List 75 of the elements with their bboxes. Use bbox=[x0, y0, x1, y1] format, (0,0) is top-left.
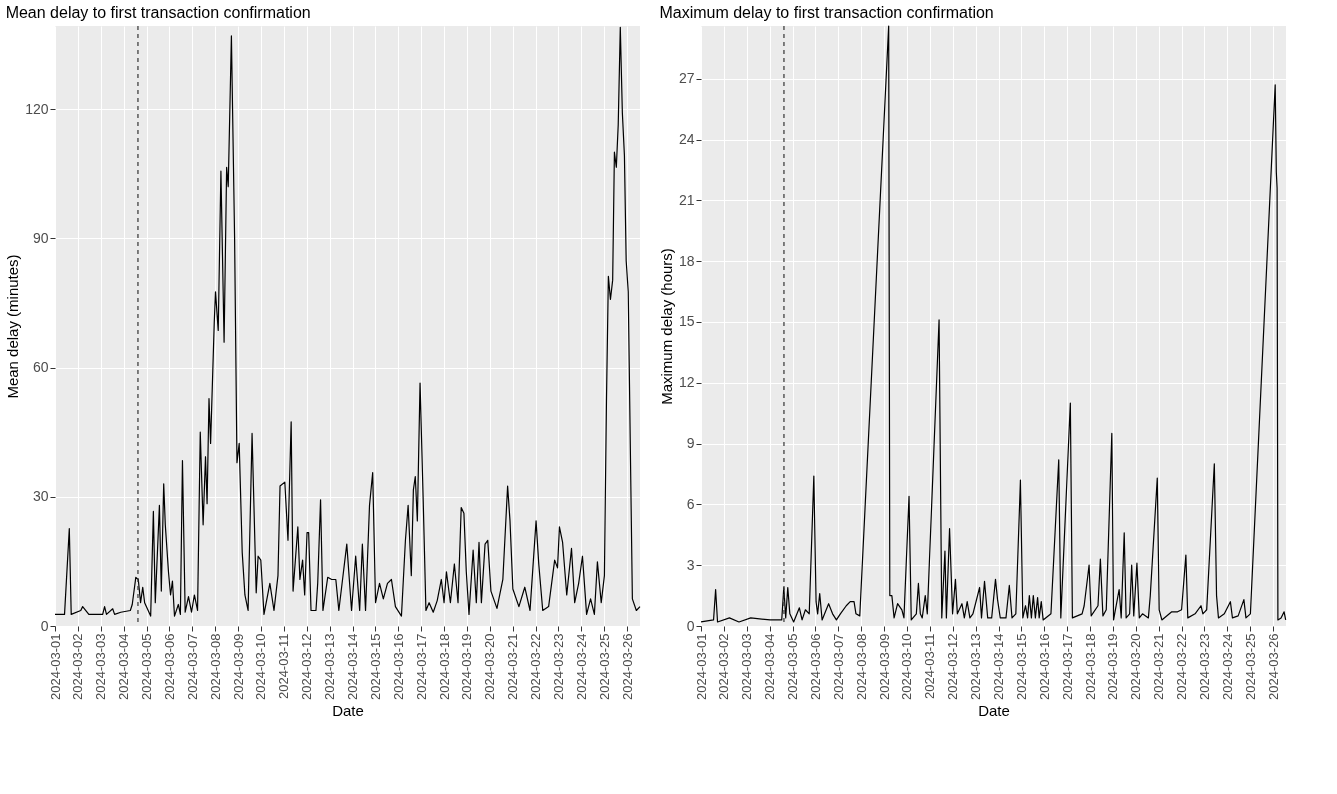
y-tick-label: 27 bbox=[678, 70, 695, 87]
x-tick-label: 2024-03-23 bbox=[1196, 633, 1212, 700]
x-tick-label: 2024-03-26 bbox=[619, 633, 635, 700]
x-tick-label: 2024-03-09 bbox=[230, 633, 246, 700]
y-tick-label: 24 bbox=[678, 131, 695, 148]
x-tick-label: 2024-03-16 bbox=[390, 633, 406, 700]
x-tick-label: 2024-03-14 bbox=[345, 633, 361, 700]
x-tick-label: 2024-03-12 bbox=[945, 633, 961, 700]
x-tick-label: 2024-03-02 bbox=[70, 633, 86, 700]
chart-title: Maximum delay to first transaction confirmation bbox=[659, 4, 994, 22]
x-tick-label: 2024-03-23 bbox=[550, 633, 566, 700]
x-tick-label: 2024-03-21 bbox=[1151, 633, 1167, 700]
y-tick-label: 3 bbox=[686, 556, 695, 573]
line-series bbox=[700, 25, 1287, 623]
y-tick-label: 15 bbox=[678, 313, 695, 330]
x-tick-label: 2024-03-24 bbox=[573, 633, 589, 700]
x-tick-label: 2024-03-04 bbox=[116, 633, 132, 700]
y-tick-label: 0 bbox=[686, 617, 695, 634]
x-tick-label: 2024-03-12 bbox=[299, 633, 315, 700]
y-tick-label: 30 bbox=[32, 488, 49, 505]
x-tick-label: 2024-03-08 bbox=[207, 633, 223, 700]
x-tick-label: 2024-03-03 bbox=[93, 633, 109, 700]
x-tick-label: 2024-03-04 bbox=[762, 633, 778, 700]
x-tick-label: 2024-03-24 bbox=[1219, 633, 1235, 700]
x-tick-label: 2024-03-14 bbox=[991, 633, 1007, 700]
x-tick-label: 2024-03-22 bbox=[1174, 633, 1190, 700]
x-tick-label: 2024-03-01 bbox=[47, 633, 63, 700]
x-tick-label: 2024-03-16 bbox=[1036, 633, 1052, 700]
x-tick-label: 2024-03-05 bbox=[139, 633, 155, 700]
x-tick-label: 2024-03-09 bbox=[876, 633, 892, 700]
x-tick-label: 2024-03-25 bbox=[1242, 633, 1258, 700]
x-tick-label: 2024-03-13 bbox=[322, 633, 338, 700]
x-tick-label: 2024-03-03 bbox=[739, 633, 755, 700]
x-tick-label: 2024-03-20 bbox=[482, 633, 498, 700]
line-series bbox=[54, 26, 641, 617]
x-tick-label: 2024-03-02 bbox=[716, 633, 732, 700]
x-tick-label: 2024-03-05 bbox=[785, 633, 801, 700]
y-axis-title: Maximum delay (hours) bbox=[657, 248, 675, 405]
x-tick-label: 2024-03-18 bbox=[1082, 633, 1098, 700]
x-tick-label: 2024-03-06 bbox=[161, 633, 177, 700]
x-tick-label: 2024-03-11 bbox=[276, 633, 292, 700]
x-tick-label: 2024-03-06 bbox=[807, 633, 823, 700]
x-tick-label: 2024-03-07 bbox=[184, 633, 200, 700]
x-tick-label: 2024-03-18 bbox=[436, 633, 452, 700]
x-tick-label: 2024-03-13 bbox=[968, 633, 984, 700]
x-tick-label: 2024-03-19 bbox=[1105, 633, 1121, 700]
x-tick-label: 2024-03-20 bbox=[1128, 633, 1144, 700]
x-tick-label: 2024-03-19 bbox=[459, 633, 475, 700]
x-tick-label: 2024-03-10 bbox=[899, 633, 915, 700]
x-tick-label: 2024-03-15 bbox=[1013, 633, 1029, 700]
x-tick-label: 2024-03-07 bbox=[830, 633, 846, 700]
y-tick-label: 18 bbox=[678, 252, 695, 269]
y-tick-label: 120 bbox=[25, 100, 49, 117]
y-tick-label: 9 bbox=[686, 435, 695, 452]
x-tick-label: 2024-03-17 bbox=[1059, 633, 1075, 700]
x-tick-label: 2024-03-25 bbox=[596, 633, 612, 700]
x-tick-label: 2024-03-26 bbox=[1265, 633, 1281, 700]
x-tick-label: 2024-03-10 bbox=[253, 633, 269, 700]
x-tick-label: 2024-03-01 bbox=[693, 633, 709, 700]
y-tick-label: 90 bbox=[32, 229, 49, 246]
x-tick-label: 2024-03-08 bbox=[853, 633, 869, 700]
x-tick-label: 2024-03-22 bbox=[528, 633, 544, 700]
y-tick-label: 12 bbox=[678, 374, 695, 391]
chart-title: Mean delay to first transaction confirmation bbox=[5, 4, 311, 22]
x-tick-label: 2024-03-21 bbox=[505, 633, 521, 700]
x-axis-title: Date bbox=[978, 702, 1010, 719]
x-axis-title: Date bbox=[332, 702, 364, 719]
y-tick-label: 6 bbox=[686, 495, 695, 512]
y-tick-label: 0 bbox=[40, 617, 49, 634]
y-tick-label: 60 bbox=[32, 359, 49, 376]
x-tick-label: 2024-03-15 bbox=[367, 633, 383, 700]
x-tick-label: 2024-03-11 bbox=[922, 633, 938, 700]
y-axis-title: Mean delay (minutes) bbox=[4, 254, 22, 399]
x-tick-label: 2024-03-17 bbox=[413, 633, 429, 700]
y-tick-label: 21 bbox=[678, 191, 695, 208]
